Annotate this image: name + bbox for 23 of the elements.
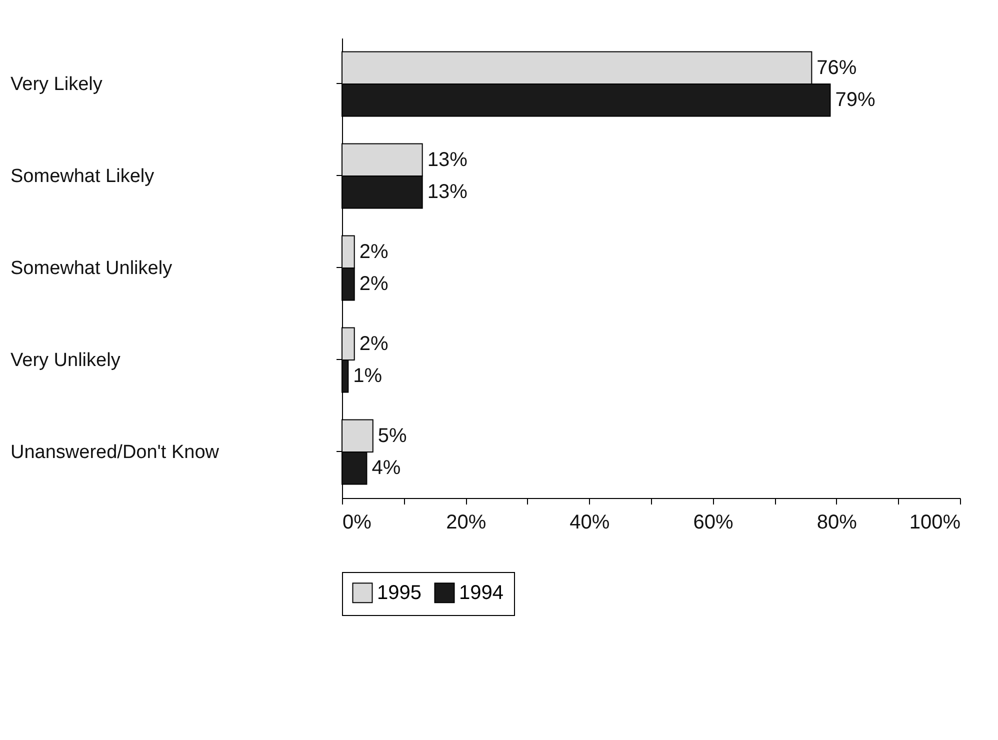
data-label: 2%: [359, 240, 388, 263]
x-tick-label: 20%: [446, 512, 486, 534]
data-label: 13%: [427, 181, 468, 204]
data-label: 76%: [816, 56, 857, 79]
data-label: 79%: [835, 89, 876, 112]
y-tick-label: Very Unlikely: [10, 350, 121, 371]
data-label: 2%: [359, 273, 388, 296]
x-tick-label: 100%: [909, 512, 961, 534]
data-label: 13%: [427, 148, 468, 171]
y-tick-label: Somewhat Likely: [10, 166, 155, 187]
legend-label: 1995: [377, 582, 422, 604]
y-tick-label: Unanswered/Don't Know: [10, 442, 220, 463]
data-label: 2%: [359, 332, 388, 355]
data-label: 1%: [353, 365, 382, 388]
x-tick-label: 40%: [570, 512, 610, 534]
data-label: 5%: [378, 424, 408, 447]
x-tick-label: 0%: [342, 512, 372, 534]
y-tick-label: Very Likely: [10, 74, 103, 95]
y-tick-label: Somewhat Unlikely: [10, 258, 173, 279]
x-tick-label: 60%: [693, 512, 734, 534]
x-tick-label: 80%: [816, 512, 858, 534]
legend-label: 1994: [459, 582, 504, 604]
data-label: 4%: [372, 457, 401, 480]
